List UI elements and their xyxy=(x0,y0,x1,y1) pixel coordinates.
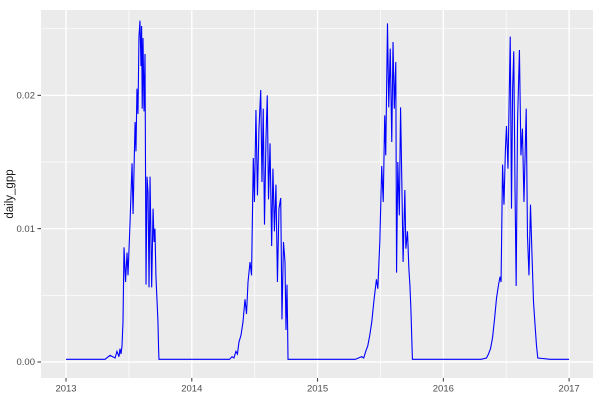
y-tick-label: 0.01 xyxy=(17,224,36,235)
x-tick-label: 2013 xyxy=(55,384,76,395)
y-tick-label: 0.00 xyxy=(17,357,36,368)
x-tick-label: 2015 xyxy=(307,384,328,395)
x-tick-label: 2014 xyxy=(181,384,202,395)
y-tick-label: 0.02 xyxy=(17,91,36,102)
x-tick-label: 2016 xyxy=(433,384,454,395)
gpp-line-series xyxy=(66,20,570,360)
x-tick-label: 2017 xyxy=(559,384,580,395)
y-axis-title: daily_gpp xyxy=(4,169,16,219)
